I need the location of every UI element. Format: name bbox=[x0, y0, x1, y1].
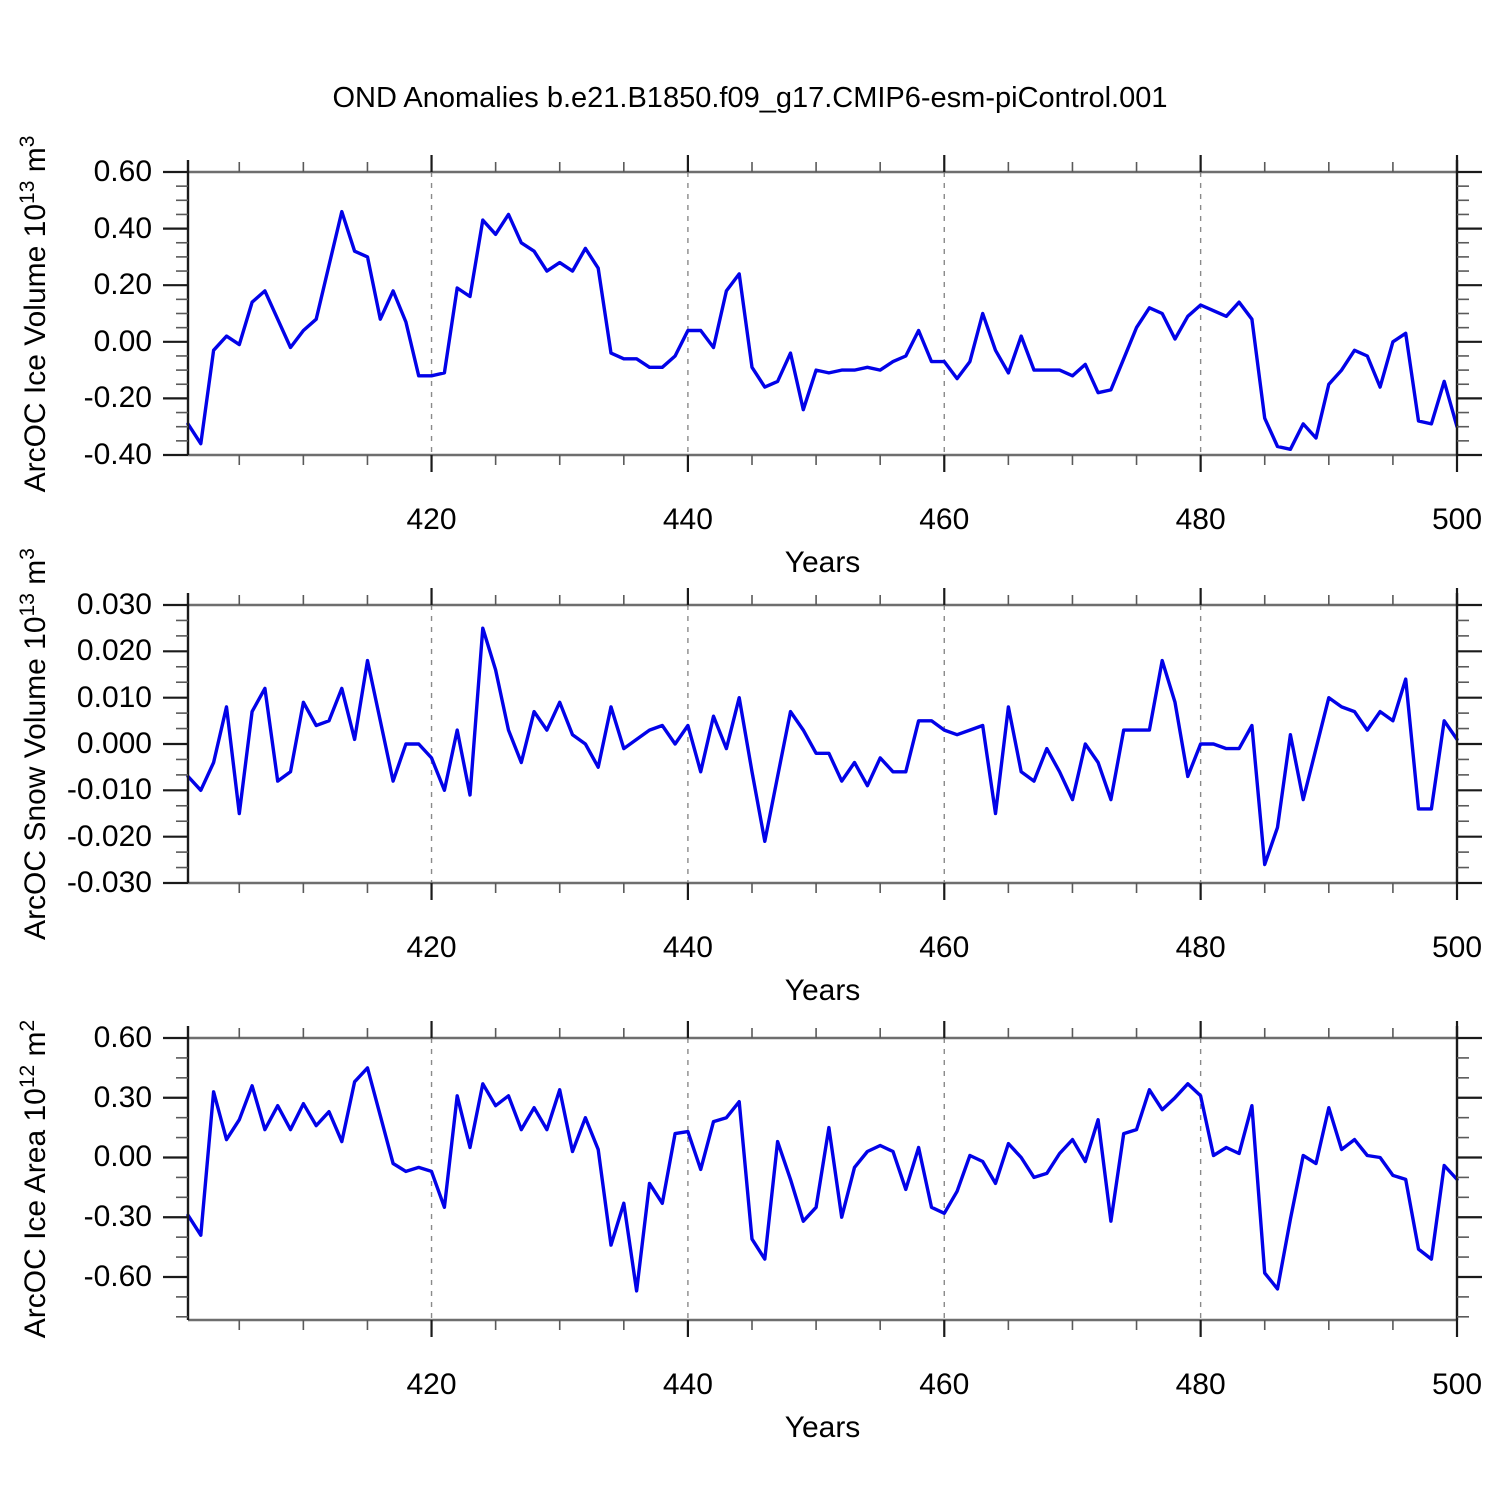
y-tick-label: 0.000 bbox=[76, 727, 152, 760]
x-axis-label-panel3: Years bbox=[784, 1411, 861, 1444]
panel-ice-area bbox=[163, 1021, 1482, 1337]
y-tick-label: 0.020 bbox=[76, 634, 152, 668]
x-tick-label: 420 bbox=[406, 503, 457, 536]
y-tick-label: -0.20 bbox=[83, 381, 152, 415]
y-tick-label: 0.030 bbox=[76, 588, 152, 621]
y-tick-label: -0.40 bbox=[83, 438, 152, 471]
panel-snow-volume bbox=[163, 588, 1482, 900]
y-tick-label: 0.20 bbox=[93, 268, 152, 302]
y-tick-label: 0.00 bbox=[93, 1140, 152, 1174]
x-tick-label: 460 bbox=[919, 503, 970, 536]
y-tick-label: -0.60 bbox=[83, 1259, 152, 1293]
data-line-ice-area bbox=[186, 1066, 1459, 1293]
y-tick-label: -0.020 bbox=[66, 819, 152, 853]
y-tick-label: 0.30 bbox=[93, 1080, 152, 1114]
panel-ice-volume bbox=[163, 155, 1482, 472]
x-axis-label-panel1: Years bbox=[784, 546, 861, 579]
y-tick-label: -0.30 bbox=[83, 1200, 152, 1234]
y-tick-label: 0.60 bbox=[93, 155, 152, 188]
y-tick-label: 0.010 bbox=[76, 680, 152, 714]
x-tick-label: 500 bbox=[1431, 503, 1483, 536]
y-tick-label: 0.00 bbox=[93, 324, 152, 358]
unit-exponent: 3 bbox=[16, 548, 39, 560]
x-tick-label: 480 bbox=[1175, 931, 1226, 964]
x-tick-label: 420 bbox=[406, 1368, 457, 1401]
x-tick-label: 440 bbox=[662, 503, 713, 536]
data-line-ice-volume bbox=[186, 209, 1459, 451]
x-tick-label: 460 bbox=[919, 1368, 970, 1401]
unit-exponent: 3 bbox=[16, 135, 39, 147]
x-tick-label: 460 bbox=[919, 931, 970, 964]
x-tick-label: 440 bbox=[662, 1368, 713, 1401]
x-tick-label: 480 bbox=[1175, 1368, 1226, 1401]
x-tick-label: 480 bbox=[1175, 503, 1226, 536]
y-tick-label: 0.40 bbox=[93, 211, 152, 245]
y-tick-label: 0.60 bbox=[93, 1021, 152, 1054]
x-tick-label: 440 bbox=[662, 931, 713, 964]
x-tick-label: 500 bbox=[1431, 1368, 1483, 1401]
x-tick-label: 500 bbox=[1431, 931, 1483, 964]
y-tick-label: -0.010 bbox=[66, 773, 152, 807]
plot-title: OND Anomalies b.e21.B1850.f09_g17.CMIP6-… bbox=[332, 82, 1168, 114]
x-tick-label: 420 bbox=[406, 931, 457, 964]
x-axis-label-panel2: Years bbox=[784, 974, 861, 1007]
y-tick-label: -0.030 bbox=[66, 866, 152, 899]
data-line-snow-volume bbox=[186, 626, 1459, 867]
